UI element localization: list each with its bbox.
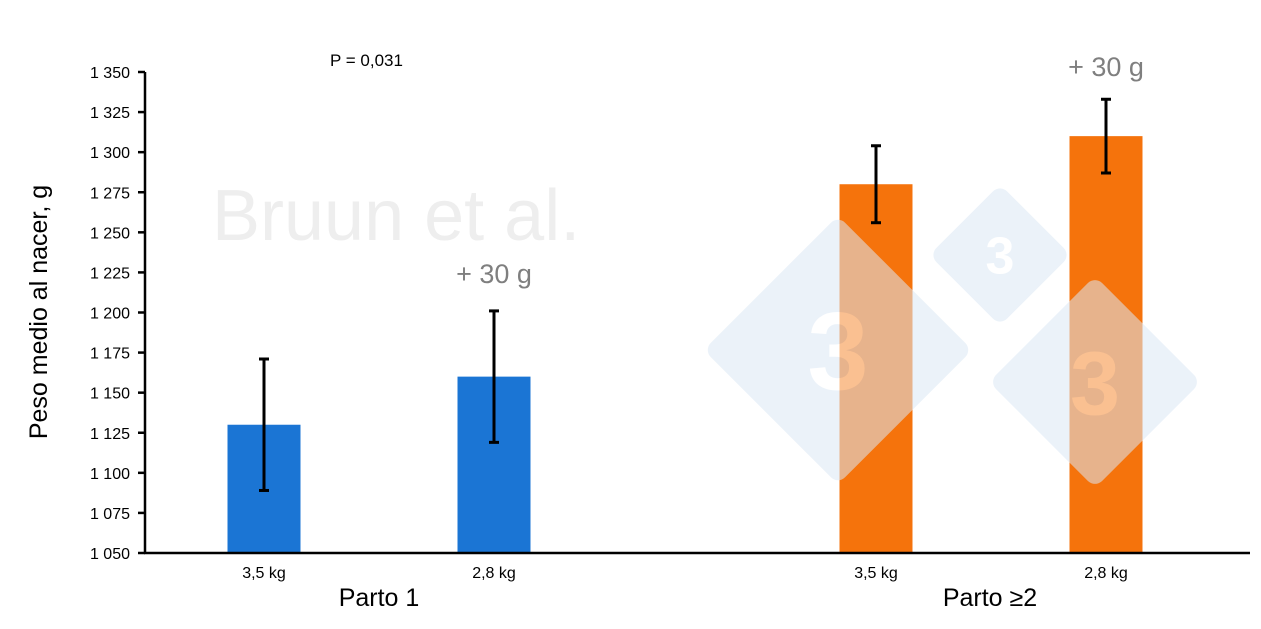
y-tick-label: 1 125	[90, 426, 130, 443]
logo-digit: 3	[1070, 334, 1120, 434]
watermark-logo: 333	[707, 188, 1197, 484]
y-tick-label: 1 350	[90, 65, 130, 82]
y-tick-label: 1 075	[90, 506, 130, 523]
y-axis-label: Peso medio al nacer, g	[25, 185, 53, 439]
y-tick-label: 1 175	[90, 346, 130, 363]
y-tick-label: 1 225	[90, 265, 130, 282]
y-tick-label: 1 250	[90, 225, 130, 242]
y-tick-label: 1 300	[90, 145, 130, 162]
group-label: Parto ≥2	[943, 584, 1037, 612]
x-tick-label: 3,5 kg	[854, 565, 898, 582]
x-tick-label: 3,5 kg	[242, 565, 286, 582]
p-value-annotation: P = 0,031	[330, 51, 403, 70]
logo-digit: 3	[986, 228, 1015, 286]
difference-annotation: + 30 g	[1068, 52, 1144, 82]
x-tick-label: 2,8 kg	[1084, 565, 1128, 582]
logo-diamond	[707, 219, 969, 481]
y-tick-label: 1 050	[90, 546, 130, 563]
watermark-text: Bruun et al.	[212, 176, 580, 256]
difference-annotation: + 30 g	[456, 259, 532, 289]
y-tick-label: 1 150	[90, 386, 130, 403]
logo-digit: 3	[807, 291, 868, 414]
group-label: Parto 1	[339, 584, 420, 612]
y-tick-label: 1 200	[90, 306, 130, 323]
y-tick-label: 1 325	[90, 105, 130, 122]
logo-diamond	[933, 188, 1067, 322]
x-tick-label: 2,8 kg	[472, 565, 516, 582]
y-tick-label: 1 100	[90, 466, 130, 483]
logo-diamond	[993, 280, 1197, 484]
y-tick-label: 1 275	[90, 185, 130, 202]
